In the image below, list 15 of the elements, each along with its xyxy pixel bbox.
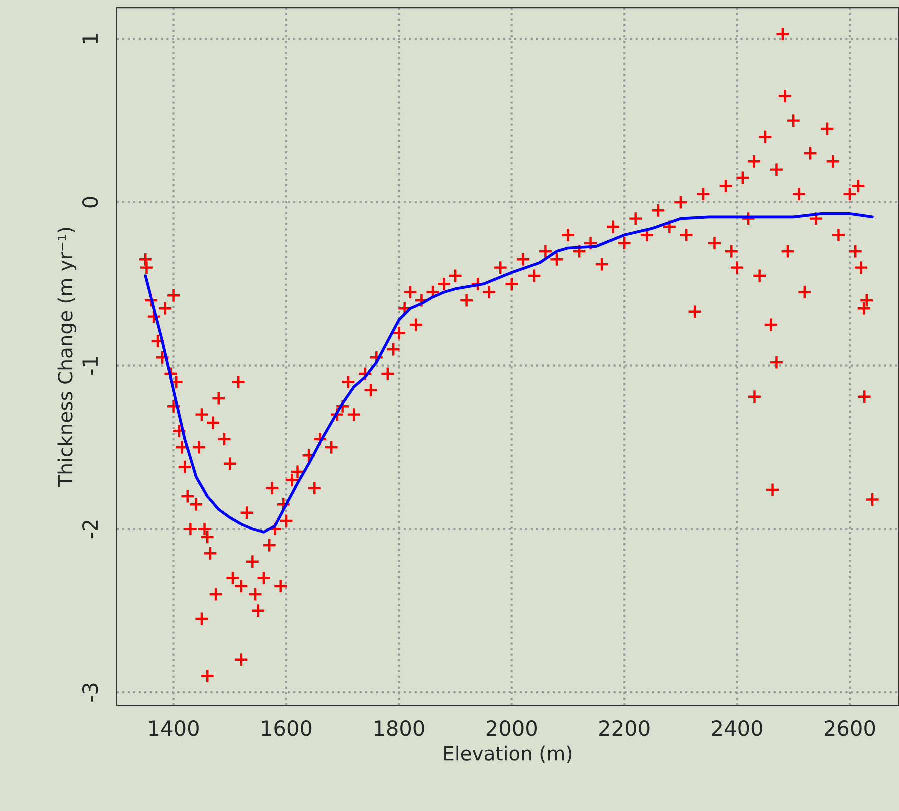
y-tick-label: 1 bbox=[82, 34, 98, 44]
y-tick-label: -1 bbox=[82, 357, 98, 376]
x-tick-label: 2000 bbox=[486, 720, 538, 736]
y-tick-label: -2 bbox=[82, 520, 98, 539]
x-tick-label: 2200 bbox=[600, 720, 650, 736]
y-axis-title: Thickness Change (m yr⁻¹) bbox=[58, 228, 77, 488]
x-tick-label: 1800 bbox=[374, 720, 424, 736]
x-tick-label: 2400 bbox=[712, 720, 762, 736]
x-tick-label: 1600 bbox=[262, 720, 312, 736]
y-tick-label: -3 bbox=[82, 684, 98, 702]
x-tick-label: 1400 bbox=[150, 720, 199, 736]
x-axis-title: Elevation (m) bbox=[444, 746, 572, 764]
line-series bbox=[144, 212, 874, 534]
y-tick-label: 0 bbox=[82, 197, 98, 208]
x-tick-label: 2600 bbox=[824, 720, 876, 736]
